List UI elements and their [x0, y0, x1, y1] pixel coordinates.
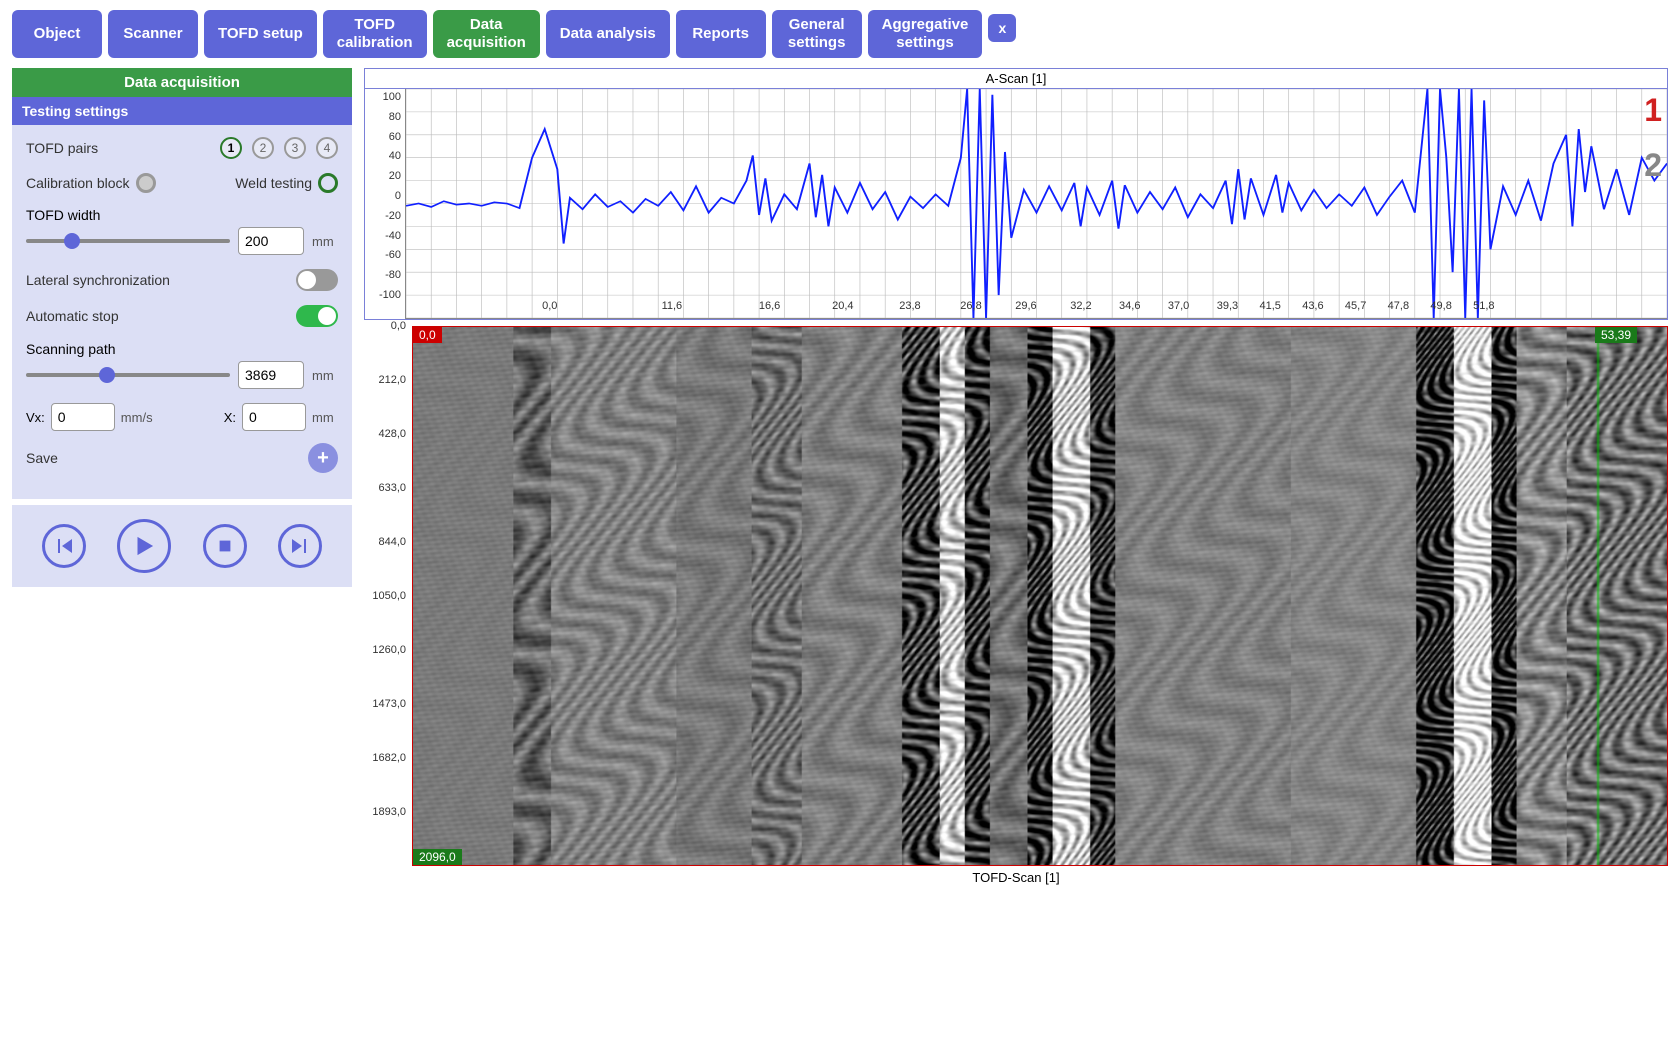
- ascan-chart: A-Scan [1] 100806040200-20-40-60-80-100 …: [364, 68, 1668, 320]
- x-unit: mm: [312, 410, 338, 425]
- top-navigation: Object Scanner TOFD setup TOFDcalibratio…: [0, 0, 1680, 68]
- save-label: Save: [26, 450, 308, 466]
- tofd-badge-top-right: 53,39: [1595, 327, 1637, 343]
- lateral-sync-label: Lateral synchronization: [26, 272, 296, 288]
- scanning-path-slider[interactable]: [26, 373, 230, 377]
- annotation-2: 2: [1644, 147, 1662, 184]
- vx-label: Vx:: [26, 410, 45, 425]
- ascan-plot-area[interactable]: 0,011,616,620,423,826,829,632,234,637,03…: [405, 89, 1667, 319]
- ascan-title: A-Scan [1]: [365, 69, 1667, 89]
- pair-2[interactable]: 2: [252, 137, 274, 159]
- calibration-block-radio[interactable]: [136, 173, 156, 193]
- annotation-1: 1: [1644, 92, 1662, 129]
- vx-unit: mm/s: [121, 410, 153, 425]
- nav-object[interactable]: Object: [12, 10, 102, 58]
- x-input[interactable]: [242, 403, 306, 431]
- playback-controls: [12, 505, 352, 587]
- nav-aggregative-settings[interactable]: Aggregativesettings: [868, 10, 983, 58]
- nav-tofd-calibration[interactable]: TOFDcalibration: [323, 10, 427, 58]
- pair-1[interactable]: 1: [220, 137, 242, 159]
- tofd-scan-canvas[interactable]: 0,0 53,39 2096,0: [412, 326, 1668, 866]
- weld-testing-label: Weld testing: [235, 175, 312, 191]
- ascan-y-axis: 100806040200-20-40-60-80-100: [365, 89, 405, 319]
- tofd-y-axis: 0,0212,0428,0633,0844,01050,01260,01473,…: [364, 326, 412, 866]
- tofd-title: TOFD-Scan [1]: [364, 870, 1668, 885]
- vx-input[interactable]: [51, 403, 115, 431]
- content-area: A-Scan [1] 100806040200-20-40-60-80-100 …: [364, 68, 1668, 885]
- skip-forward-button[interactable]: [278, 524, 322, 568]
- nav-general-settings[interactable]: Generalsettings: [772, 10, 862, 58]
- skip-back-button[interactable]: [42, 524, 86, 568]
- tofd-badge-bottom-left: 2096,0: [413, 849, 462, 865]
- x-label: X:: [224, 410, 236, 425]
- tofd-width-label: TOFD width: [26, 207, 338, 223]
- nav-close[interactable]: x: [988, 14, 1016, 42]
- scanning-path-unit: mm: [312, 368, 338, 383]
- lateral-sync-toggle[interactable]: [296, 269, 338, 291]
- tofd-width-unit: mm: [312, 234, 338, 249]
- weld-testing-radio[interactable]: [318, 173, 338, 193]
- panel-body: TOFD pairs 1 2 3 4 Calibration block Wel…: [12, 125, 352, 499]
- sidebar: Data acquisition Testing settings TOFD p…: [12, 68, 352, 885]
- pair-selector: 1 2 3 4: [220, 137, 338, 159]
- tofd-width-input[interactable]: [238, 227, 304, 255]
- tofd-badge-origin: 0,0: [413, 327, 442, 343]
- calibration-block-label: Calibration block: [26, 175, 130, 191]
- tofd-scan: 0,0212,0428,0633,0844,01050,01260,01473,…: [364, 326, 1668, 866]
- pair-3[interactable]: 3: [284, 137, 306, 159]
- panel-subtitle: Testing settings: [12, 97, 352, 125]
- panel-title: Data acquisition: [12, 68, 352, 97]
- pair-4[interactable]: 4: [316, 137, 338, 159]
- auto-stop-toggle[interactable]: [296, 305, 338, 327]
- nav-reports[interactable]: Reports: [676, 10, 766, 58]
- nav-tofd-setup[interactable]: TOFD setup: [204, 10, 317, 58]
- play-button[interactable]: [117, 519, 171, 573]
- nav-scanner[interactable]: Scanner: [108, 10, 198, 58]
- save-add-button[interactable]: +: [308, 443, 338, 473]
- annotation-group: 1 2: [1644, 92, 1662, 184]
- nav-data-analysis[interactable]: Data analysis: [546, 10, 670, 58]
- scanning-path-label: Scanning path: [26, 341, 338, 357]
- nav-data-acquisition[interactable]: Dataacquisition: [433, 10, 540, 58]
- tofd-width-slider[interactable]: [26, 239, 230, 243]
- auto-stop-label: Automatic stop: [26, 308, 296, 324]
- scanning-path-input[interactable]: [238, 361, 304, 389]
- ascan-x-axis: 0,011,616,620,423,826,829,632,234,637,03…: [446, 300, 1667, 318]
- tofd-pairs-label: TOFD pairs: [26, 140, 220, 156]
- stop-button[interactable]: [203, 524, 247, 568]
